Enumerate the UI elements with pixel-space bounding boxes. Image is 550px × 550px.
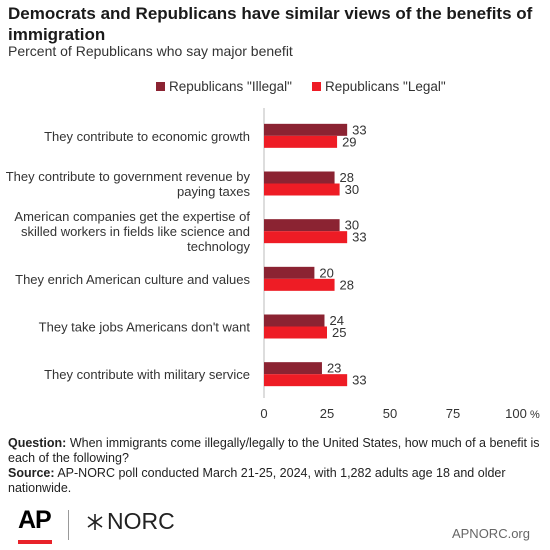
category-label: They contribute with military service [44,367,250,382]
category-label-line: They take jobs Americans don't want [39,320,251,335]
category-label-line: technology [187,239,250,254]
bar-legal [264,326,327,339]
bar-legal [264,183,340,196]
legend-item-legal: Republicans "Legal" [312,79,446,94]
legend-swatch-illegal [156,82,165,91]
norc-logo: NORC [86,508,175,535]
bar-illegal [264,171,335,184]
x-tick-label: 75 [446,406,460,421]
ap-logo: AP [18,506,52,534]
bar-chart: They contribute to economic growth 3329Th… [6,108,540,421]
chart-subtitle: Percent of Republicans who say major ben… [8,43,293,59]
question-note: Question: When immigrants come illegally… [8,436,542,466]
data-label: 28 [340,170,354,185]
category-label: They contribute to government revenue by… [6,169,251,199]
category-label: They enrich American culture and values [15,272,250,287]
footer-notes: Question: When immigrants come illegally… [8,436,542,496]
bar-illegal [264,266,315,279]
source-text: AP-NORC poll conducted March 21-25, 2024… [8,466,506,495]
legend-label-illegal: Republicans "Illegal" [169,79,292,94]
category-label-line: paying taxes [177,184,250,199]
category-label-line: They enrich American culture and values [15,272,250,287]
category-label-line: They contribute to economic growth [44,129,250,144]
data-label: 28 [340,277,354,292]
data-label: 33 [352,122,366,137]
question-text: When immigrants come illegally/legally t… [8,436,540,465]
category-label-line: They contribute to government revenue by [6,169,251,184]
data-label: 29 [342,134,356,149]
category-label: They take jobs Americans don't want [39,320,251,335]
logo-divider [68,510,69,540]
bar-legal [264,278,335,291]
bar-illegal [264,314,325,327]
x-tick-label: 25 [320,406,334,421]
data-label: 24 [329,313,343,328]
data-label: 33 [352,373,366,388]
x-unit-label: % [530,409,540,421]
site-url: APNORC.org [451,526,530,541]
category-label-line: American companies get the expertise of [14,209,250,224]
legend-label-legal: Republicans "Legal" [325,79,446,94]
norc-logo-text: NORC [107,508,175,534]
chart-title: Democrats and Republicans have similar v… [8,4,533,44]
bar-legal [264,374,348,387]
category-label: They contribute to economic growth [44,129,250,144]
logos: AP NORC [18,506,318,546]
data-label: 30 [345,182,359,197]
x-tick-label: 50 [383,406,397,421]
bar-legal [264,135,338,148]
category-label-line: They contribute with military service [44,367,250,382]
bar-legal [264,231,348,244]
bar-illegal [264,362,322,375]
data-label: 20 [319,265,333,280]
data-label: 33 [352,230,366,245]
question-label: Question: [8,436,67,450]
category-label-line: skilled workers in fields like science a… [21,224,250,239]
legend: Republicans "Illegal" Republicans "Legal… [0,79,550,97]
source-note: Source: AP-NORC poll conducted March 21-… [8,466,542,496]
bar-illegal [264,123,348,136]
x-tick-label: 0 [260,406,267,421]
norc-star-icon [87,513,103,530]
data-label: 25 [332,325,346,340]
source-label: Source: [8,466,55,480]
ap-logo-bar [18,540,52,544]
category-label: American companies get the expertise of s… [14,209,250,254]
legend-item-illegal: Republicans "Illegal" [156,79,292,94]
data-label: 23 [327,361,341,376]
bar-illegal [264,219,340,232]
x-tick-label: 100 [505,406,527,421]
legend-swatch-legal [312,82,321,91]
data-label: 30 [345,218,359,233]
